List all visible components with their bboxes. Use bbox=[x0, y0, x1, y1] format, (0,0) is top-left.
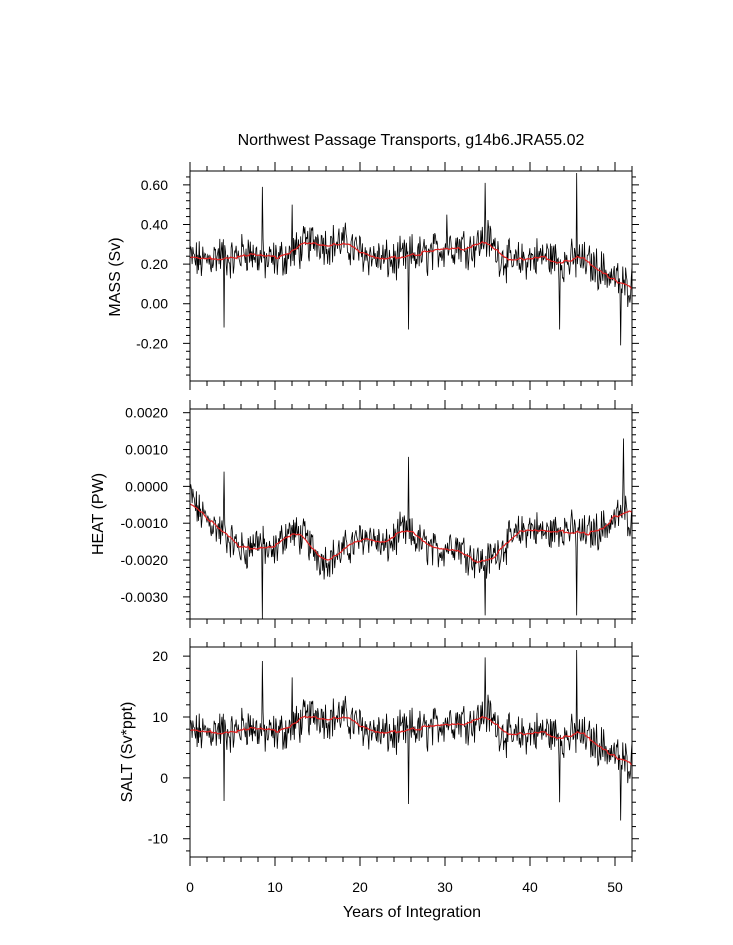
x-tick-label: 40 bbox=[522, 879, 538, 895]
mass-series-monthly bbox=[190, 172, 632, 346]
panel-mass: -0.20 0.00 0.20 0.40 0.60 MASS (Sv) bbox=[107, 162, 639, 390]
heat-y-tick-label: -0.0010 bbox=[121, 515, 169, 531]
heat-y-ticks bbox=[183, 412, 639, 620]
heat-x-ticks bbox=[189, 400, 633, 628]
x-tick-label: 10 bbox=[267, 879, 283, 895]
salt-y-tick-label: 0 bbox=[160, 770, 168, 786]
salt-y-tick-label: 20 bbox=[152, 648, 168, 664]
salt-y-ticks bbox=[183, 655, 639, 852]
mass-plot-frame bbox=[189, 170, 633, 382]
heat-ylabel: HEAT (PW) bbox=[90, 473, 107, 555]
panel-salt: -10 0 10 20 SALT (Sv*ppt) bbox=[119, 638, 639, 866]
mass-ylabel: MASS (Sv) bbox=[107, 237, 124, 316]
heat-plot-frame bbox=[189, 408, 633, 620]
salt-y-tick-label: 10 bbox=[152, 709, 168, 725]
x-tick-label: 50 bbox=[607, 879, 623, 895]
mass-x-ticks bbox=[189, 162, 633, 390]
x-tick-label: 0 bbox=[186, 879, 194, 895]
x-tick-label: 30 bbox=[437, 879, 453, 895]
salt-y-tick-label: -10 bbox=[148, 831, 168, 847]
mass-y-ticks bbox=[183, 176, 639, 376]
salt-series-monthly bbox=[190, 650, 632, 821]
heat-plot-area: -0.0030 -0.0020 -0.0010 0.0000 0.0010 0.0020 bbox=[121, 400, 639, 628]
mass-y-tick-label: 0.00 bbox=[141, 296, 168, 312]
mass-plot-area: -0.20 0.00 0.20 0.40 0.60 bbox=[136, 162, 639, 390]
salt-plot-area: -10 0 10 20 bbox=[148, 638, 639, 866]
heat-y-tick-label: -0.0030 bbox=[121, 589, 169, 605]
salt-x-ticks bbox=[189, 638, 633, 866]
mass-series-smoothed bbox=[190, 241, 632, 290]
heat-series-smoothed bbox=[190, 503, 632, 563]
heat-y-tick-label: -0.0020 bbox=[121, 552, 169, 568]
x-tick-label: 20 bbox=[352, 879, 368, 895]
x-axis-label: Years of Integration bbox=[343, 904, 481, 921]
mass-y-tick-label: 0.60 bbox=[141, 177, 168, 193]
mass-y-tick-label: 0.40 bbox=[141, 216, 168, 232]
mass-y-tick-label: 0.20 bbox=[141, 256, 168, 272]
heat-y-tick-label: 0.0000 bbox=[125, 478, 168, 494]
salt-series-smoothed bbox=[190, 715, 632, 766]
heat-series-monthly bbox=[190, 438, 632, 619]
heat-y-tick-label: 0.0010 bbox=[125, 442, 168, 458]
salt-plot-frame bbox=[189, 646, 633, 858]
x-axis-tick-labels: 0 10 20 30 40 50 bbox=[186, 879, 623, 895]
salt-ylabel: SALT (Sv*ppt) bbox=[119, 702, 136, 803]
mass-y-tick-label: -0.20 bbox=[136, 335, 168, 351]
chart-title: Northwest Passage Transports, g14b6.JRA5… bbox=[238, 132, 585, 149]
heat-y-tick-label: 0.0020 bbox=[125, 405, 168, 421]
panel-heat: -0.0030-0.0020-0.00100.00000.00100.0020 … bbox=[90, 400, 639, 628]
